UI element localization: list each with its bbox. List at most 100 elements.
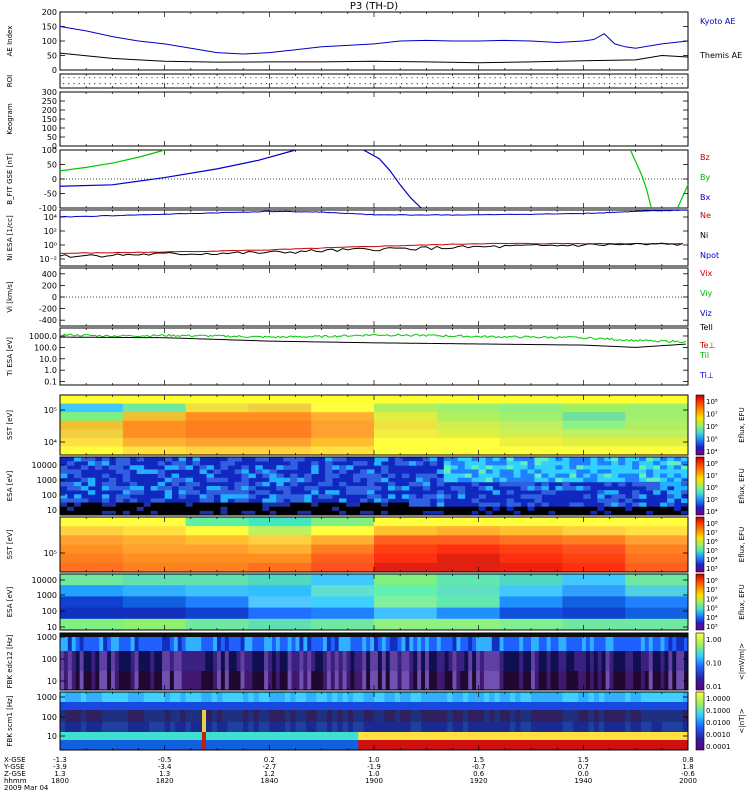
ytick-label: 10000 (32, 576, 57, 585)
ephemeris-value: -3.9 (53, 763, 67, 771)
ytick-label: 10⁴ (44, 213, 57, 222)
colorbar-tick: 0.10 (706, 660, 722, 668)
ylabel-ae: AE Index (6, 26, 14, 57)
ytick-label: 10⁴ (44, 438, 57, 447)
colorbar-tick: 0.1000 (706, 707, 731, 715)
ytick-label: 10 (47, 677, 57, 686)
xtick-label: 1900 (365, 777, 383, 785)
colorbar-label: Eflux, EFU (738, 527, 746, 562)
colorbar-tick: 10⁶ (706, 484, 718, 492)
vi-panel (59, 267, 689, 327)
fbk-scm1-spectrogram (60, 692, 689, 750)
ytick-label: 400 (42, 270, 57, 279)
series-ni (59, 242, 683, 258)
ytick-label: 10⁵ (44, 549, 57, 558)
ephemeris-value: 0.7 (578, 763, 589, 771)
colorbar-tick: 10⁴ (706, 448, 718, 456)
legend-entry: Tell (699, 323, 713, 332)
series-by (629, 149, 652, 209)
ytick-label: 10⁻² (39, 255, 57, 264)
esa-electron-spectrogram (60, 574, 689, 631)
colorbar-tick: 10⁴ (706, 556, 718, 564)
colorbar-tick: 1.00 (706, 636, 722, 644)
sst-electron-spectrogram (60, 517, 689, 573)
ytick-label: 100 (42, 124, 57, 133)
series-tell (59, 336, 686, 348)
colorbar-tick: 10⁴ (706, 508, 718, 516)
colorbar-tick: 10⁷ (706, 529, 718, 537)
ytick-label: 0.1 (44, 378, 57, 387)
colorbar-tick: 10⁵ (706, 605, 718, 613)
ytick-label: 150 (42, 23, 57, 32)
ephemeris-value: -1.3 (53, 756, 67, 764)
series-themis-ae (59, 52, 689, 64)
axis-row-label: Y-GSE (3, 763, 25, 771)
ytick-label: 0 (52, 66, 57, 75)
xtick-label: 2000 (679, 777, 697, 785)
page-title: P3 (TH-D) (350, 1, 398, 12)
series-bx (363, 149, 422, 209)
ytick-label: 10.0 (39, 355, 57, 364)
colorbar-sst_e (695, 516, 705, 573)
ephemeris-value: -3.4 (158, 763, 172, 771)
esa-ion-spectrogram (60, 457, 689, 516)
ytick-label: -400 (39, 316, 57, 325)
legend-entry: Ti⊥ (699, 371, 714, 380)
legend-entry: Te⊥ (699, 341, 715, 350)
ytick-label: 0 (52, 142, 57, 151)
ephemeris-value: 0.0 (578, 770, 589, 778)
xtick-label: 1940 (574, 777, 592, 785)
ephemeris-value: 0.2 (264, 756, 275, 764)
ytick-label: 1000 (37, 591, 57, 600)
colorbar-tick: 10⁴ (706, 614, 718, 622)
ylabel-ti: Ti ESA [eV] (6, 337, 14, 377)
ytick-label: 1000 (37, 633, 57, 642)
legend-entry: Bz (700, 153, 710, 162)
ylabel-esa_e: ESA [eV] (6, 586, 14, 617)
xtick-label: 1820 (156, 777, 174, 785)
ytick-label: 10² (44, 227, 57, 236)
axis-row-label: hhmm (4, 777, 27, 785)
ytick-label: 10 (47, 506, 57, 515)
legend-entry: By (700, 173, 710, 182)
ytick-label: -50 (44, 190, 57, 199)
colorbar-tick: 10⁷ (706, 472, 718, 480)
ytick-label: 300 (42, 88, 57, 97)
sst-ion-spectrogram (60, 395, 689, 456)
colorbar-tick: 10⁸ (706, 460, 718, 468)
ylabel-roi: ROI (6, 75, 14, 87)
roi-markers (63, 77, 683, 85)
ephemeris-value: -0.5 (158, 756, 172, 764)
ephemeris-value: -2.7 (262, 763, 276, 771)
xtick-label: 1800 (51, 777, 69, 785)
colorbar-tick: 10⁸ (706, 520, 718, 528)
colorbar-tick: 0.0010 (706, 731, 731, 739)
colorbar-tick: 10⁵ (706, 496, 718, 504)
ytick-label: -100 (39, 204, 57, 213)
colorbar-tick: 10⁶ (706, 538, 718, 546)
ytick-label: 50 (47, 133, 57, 142)
ephemeris-value: 1.3 (159, 770, 170, 778)
colorbar-fbk2 (695, 691, 705, 751)
legend-entry: Viz (700, 309, 712, 318)
colorbar-fbk1 (695, 632, 705, 691)
series-by (59, 149, 165, 172)
ylabel-sst_i: SST [eV] (6, 410, 14, 440)
ytick-label: 100 (42, 607, 57, 616)
ytick-label: 100.0 (34, 343, 57, 352)
ylabel-fbk1: FBK edc12 [Hz] (6, 634, 14, 688)
series-bx (59, 149, 296, 187)
ytick-label: -200 (39, 305, 57, 314)
ytick-label: 100 (42, 491, 57, 500)
legend-entry: Ni (700, 231, 708, 240)
colorbar-tick: 10⁵ (706, 547, 718, 555)
colorbar-tick: 10⁵ (706, 436, 718, 444)
ytick-label: 0 (52, 175, 57, 184)
series-npot (59, 209, 686, 218)
date-label: 2009 Mar 04 (4, 784, 49, 792)
legend-entry: Ne (700, 211, 711, 220)
colorbar-label: <|nT|> (738, 708, 746, 733)
keogram-panel (59, 91, 689, 147)
colorbar-tick: 10³ (706, 565, 718, 573)
colorbar-esa_e (695, 573, 705, 631)
